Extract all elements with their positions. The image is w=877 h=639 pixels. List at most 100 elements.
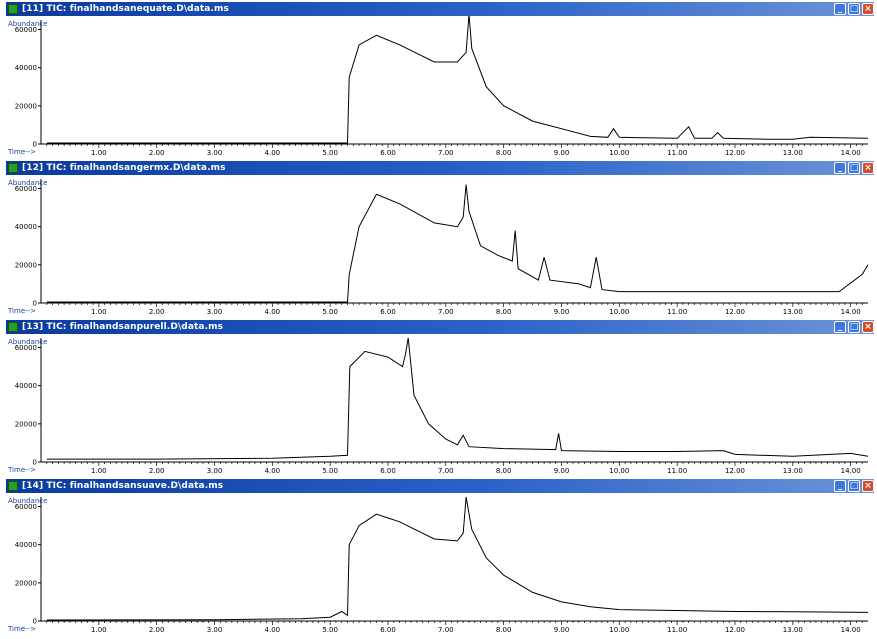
y-tick-label: 0 bbox=[33, 459, 37, 467]
x-axis-label: Time--> bbox=[7, 625, 36, 633]
window-4-title: [14] TIC: finalhandsansuave.D\data.ms bbox=[22, 481, 224, 491]
y-tick-label: 60000 bbox=[15, 185, 37, 193]
x-tick-label: 1.00 bbox=[91, 467, 107, 475]
x-tick-label: 12.00 bbox=[725, 149, 745, 157]
x-tick-label: 8.00 bbox=[496, 467, 512, 475]
x-tick-label: 9.00 bbox=[554, 149, 570, 157]
window-2-titlebar[interactable]: [12] TIC: finalhandsangermx.D\data.ms _ □ × bbox=[6, 161, 874, 175]
minimize-button[interactable]: _ bbox=[834, 480, 846, 492]
window-3-title: [13] TIC: finalhandsanpurell.D\data.ms bbox=[22, 322, 224, 332]
x-tick-label: 10.00 bbox=[609, 467, 629, 475]
close-button[interactable]: × bbox=[862, 162, 874, 174]
window-3-titlebar[interactable]: [13] TIC: finalhandsanpurell.D\data.ms _ □… bbox=[6, 320, 874, 334]
x-tick-label: 10.00 bbox=[609, 149, 629, 157]
maximize-button[interactable]: □ bbox=[848, 480, 860, 492]
x-tick-label: 2.00 bbox=[149, 467, 165, 475]
x-axis-label: Time--> bbox=[7, 148, 36, 156]
maximize-button[interactable]: □ bbox=[848, 321, 860, 333]
x-tick-label: 14.00 bbox=[841, 467, 861, 475]
y-tick-label: 0 bbox=[33, 141, 37, 149]
y-tick-label: 20000 bbox=[15, 420, 37, 428]
x-tick-label: 9.00 bbox=[554, 626, 570, 634]
y-tick-label: 60000 bbox=[15, 344, 37, 352]
minimize-button[interactable]: _ bbox=[834, 3, 846, 15]
x-tick-label: 2.00 bbox=[149, 308, 165, 316]
x-axis-label: Time--> bbox=[7, 466, 36, 474]
maximize-button[interactable]: □ bbox=[848, 3, 860, 15]
x-tick-label: 5.00 bbox=[322, 467, 338, 475]
y-tick-label: 20000 bbox=[15, 102, 37, 110]
x-tick-label: 4.00 bbox=[265, 626, 281, 634]
x-tick-label: 5.00 bbox=[322, 626, 338, 634]
minimize-button[interactable]: _ bbox=[834, 321, 846, 333]
x-tick-label: 5.00 bbox=[322, 149, 338, 157]
tic-trace-2 bbox=[46, 184, 869, 303]
y-tick-label: 0 bbox=[33, 618, 37, 626]
y-axis-label: Abundance bbox=[8, 497, 47, 505]
window-4-plot-area: Abundance Time--> 0 20000 40000 60000 1.00 2.00… bbox=[6, 493, 874, 635]
x-tick-label: 2.00 bbox=[149, 626, 165, 634]
x-tick-label: 4.00 bbox=[265, 149, 281, 157]
x-tick-label: 7.00 bbox=[438, 149, 454, 157]
y-axis-label: Abundance bbox=[8, 338, 47, 346]
x-tick-label: 1.00 bbox=[91, 626, 107, 634]
chromatogram-app-icon bbox=[8, 163, 18, 173]
window-3-plot-area: Abundance Time--> 0 20000 40000 60000 1.00 2.00… bbox=[6, 334, 874, 476]
x-tick-label: 7.00 bbox=[438, 467, 454, 475]
x-tick-label: 3.00 bbox=[207, 467, 223, 475]
chromatogram-window-3: [13] TIC: finalhandsanpurell.D\data.ms _ □… bbox=[6, 320, 874, 476]
window-1-plot-area: Abundance Time--> 0 20000 40000 60000 1.00 2.00… bbox=[6, 14, 874, 158]
y-tick-label: 20000 bbox=[15, 261, 37, 269]
close-button[interactable]: × bbox=[862, 321, 874, 333]
window-2-plot-area: Abundance Time--> 0 20000 40000 60000 1.00 2.00… bbox=[6, 175, 874, 317]
close-button[interactable]: × bbox=[862, 3, 874, 15]
x-tick-label: 7.00 bbox=[438, 626, 454, 634]
tic-trace-1 bbox=[46, 14, 869, 144]
y-tick-label: 20000 bbox=[15, 579, 37, 587]
x-tick-label: 7.00 bbox=[438, 308, 454, 316]
x-axis-label: Time--> bbox=[7, 307, 36, 315]
x-tick-label: 12.00 bbox=[725, 308, 745, 316]
x-tick-label: 4.00 bbox=[265, 308, 281, 316]
x-tick-label: 3.00 bbox=[207, 149, 223, 157]
x-tick-label: 11.00 bbox=[667, 149, 687, 157]
x-tick-label: 12.00 bbox=[725, 626, 745, 634]
window-4-titlebar[interactable]: [14] TIC: finalhandsansuave.D\data.ms _ □ × bbox=[6, 479, 874, 493]
chromatogram-app-icon bbox=[8, 481, 18, 491]
x-tick-label: 5.00 bbox=[322, 308, 338, 316]
y-tick-label: 40000 bbox=[15, 382, 37, 390]
tic-chart-3: Abundance Time-->0 20000 40000 60000 1.00 2.00… bbox=[7, 337, 869, 475]
x-tick-label: 14.00 bbox=[841, 626, 861, 634]
x-tick-label: 8.00 bbox=[496, 308, 512, 316]
x-tick-label: 12.00 bbox=[725, 467, 745, 475]
window-1-titlebar[interactable]: [11] TIC: finalhandsanequate.D\data.ms _ □… bbox=[6, 2, 874, 16]
x-tick-label: 8.00 bbox=[496, 149, 512, 157]
close-button[interactable]: × bbox=[862, 480, 874, 492]
x-tick-label: 1.00 bbox=[91, 308, 107, 316]
x-tick-label: 6.00 bbox=[380, 149, 396, 157]
y-axis-label: Abundance bbox=[8, 179, 47, 187]
x-tick-label: 6.00 bbox=[380, 467, 396, 475]
x-tick-label: 11.00 bbox=[667, 626, 687, 634]
x-tick-label: 14.00 bbox=[841, 308, 861, 316]
minimize-button[interactable]: _ bbox=[834, 162, 846, 174]
y-tick-label: 40000 bbox=[15, 64, 37, 72]
x-tick-label: 8.00 bbox=[496, 626, 512, 634]
window-2-title: [12] TIC: finalhandsangermx.D\data.ms bbox=[22, 163, 226, 173]
y-tick-label: 60000 bbox=[15, 26, 37, 34]
y-tick-label: 40000 bbox=[15, 223, 37, 231]
tic-trace-3 bbox=[46, 337, 869, 460]
chromatogram-window-2: [12] TIC: finalhandsangermx.D\data.ms _ □ ×… bbox=[6, 161, 874, 317]
x-tick-label: 13.00 bbox=[783, 149, 803, 157]
x-tick-label: 11.00 bbox=[667, 308, 687, 316]
x-tick-label: 11.00 bbox=[667, 467, 687, 475]
maximize-button[interactable]: □ bbox=[848, 162, 860, 174]
chromatogram-app-icon bbox=[8, 322, 18, 332]
y-tick-label: 60000 bbox=[15, 503, 37, 511]
y-tick-label: 40000 bbox=[15, 541, 37, 549]
chromatogram-app-icon bbox=[8, 4, 18, 14]
tic-trace-4 bbox=[46, 496, 869, 621]
x-tick-label: 4.00 bbox=[265, 467, 281, 475]
x-tick-label: 14.00 bbox=[841, 149, 861, 157]
x-tick-label: 2.00 bbox=[149, 149, 165, 157]
